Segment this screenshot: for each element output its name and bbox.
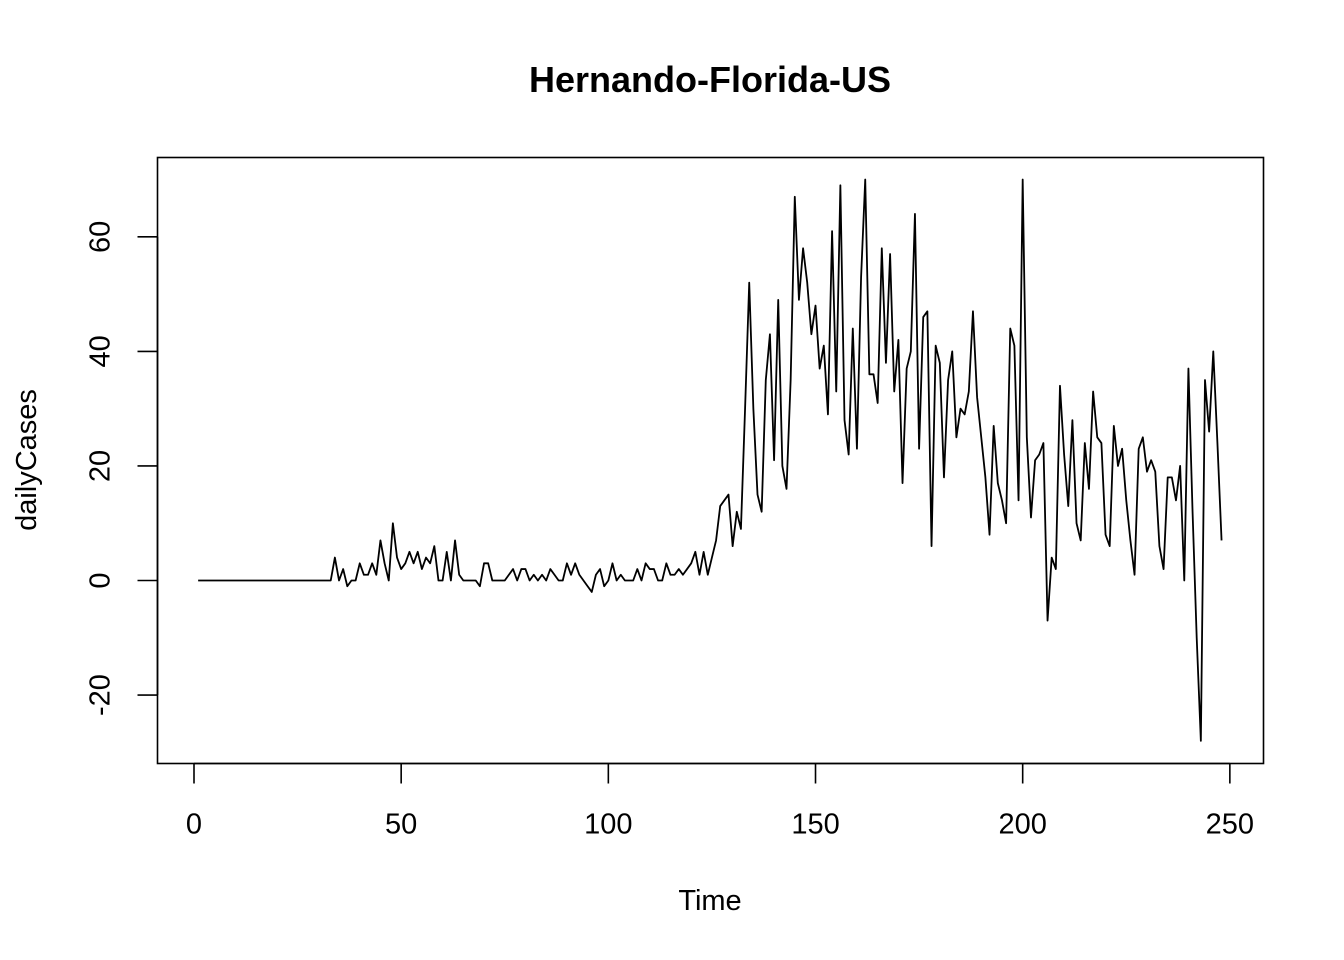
x-axis-label: Time [678,885,741,917]
x-tick-label: 200 [998,809,1046,841]
y-tick-label: 0 [85,572,117,588]
y-axis-label: dailyCases [11,389,43,531]
y-tick-label: 40 [85,335,117,367]
y-tick-label: -20 [85,674,117,716]
y-axis: -20 0 20 40 60 [85,221,159,716]
y-tick-label: 60 [85,221,117,253]
x-tick-label: 250 [1206,809,1254,841]
x-tick-label: 100 [584,809,632,841]
y-tick-label: 20 [85,450,117,482]
plot-frame [156,156,1265,765]
chart-title: Hernando-Florida-US [529,59,891,100]
x-axis: 0 50 100 150 200 250 [186,762,1254,841]
series-layer [198,178,1223,742]
x-tick-label: 50 [385,809,417,841]
x-tick-label: 0 [186,809,202,841]
series-line [198,178,1223,742]
x-tick-label: 150 [791,809,839,841]
